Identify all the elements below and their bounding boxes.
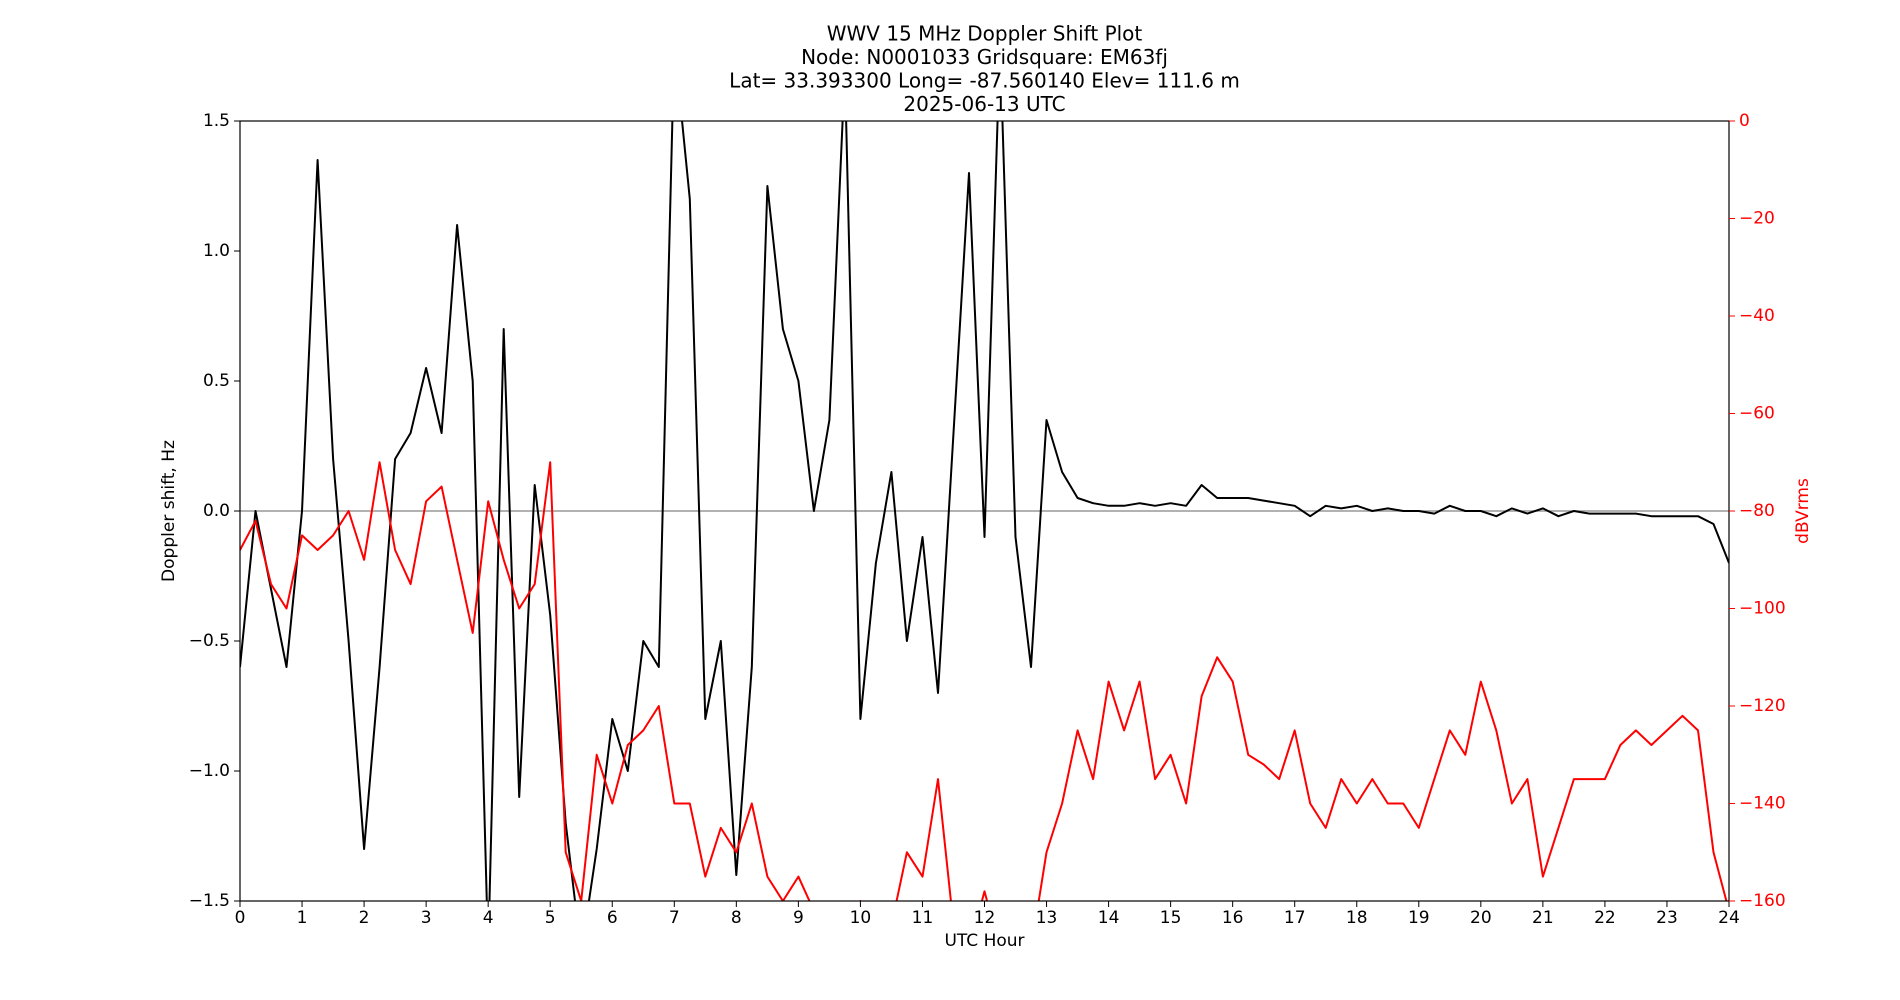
- y2-tick-label: −100: [1739, 599, 1786, 619]
- y2-tick-label: −80: [1739, 501, 1775, 521]
- chart-title: Lat= 33.393300 Long= -87.560140 Elev= 11…: [729, 69, 1240, 93]
- y2-tick-label: −40: [1739, 306, 1775, 326]
- x-tick-label: 17: [1284, 908, 1306, 928]
- y2-tick-label: −160: [1739, 891, 1786, 911]
- chart-title: WWV 15 MHz Doppler Shift Plot: [827, 22, 1143, 46]
- x-tick-label: 4: [483, 908, 494, 928]
- x-tick-label: 8: [731, 908, 742, 928]
- y-tick-label: 1.0: [203, 241, 230, 261]
- y-tick-label: 0.5: [203, 371, 230, 391]
- y2-axis-label: dBVrms: [1793, 478, 1813, 544]
- x-tick-label: 3: [421, 908, 432, 928]
- x-tick-label: 10: [850, 908, 872, 928]
- series-line: [240, 121, 1729, 901]
- y2-tick-label: −20: [1739, 209, 1775, 229]
- x-tick-label: 5: [545, 908, 556, 928]
- chart-title: Node: N0001033 Gridsquare: EM63fj: [801, 45, 1168, 69]
- y2-tick-label: −60: [1739, 404, 1775, 424]
- x-tick-label: 21: [1532, 908, 1554, 928]
- y-tick-label: 1.5: [203, 111, 230, 131]
- x-tick-label: 23: [1656, 908, 1678, 928]
- x-axis-label: UTC Hour: [944, 931, 1024, 951]
- x-tick-label: 11: [912, 908, 934, 928]
- y-axis-label: Doppler shift, Hz: [159, 440, 179, 582]
- x-tick-label: 15: [1160, 908, 1182, 928]
- x-tick-label: 22: [1594, 908, 1616, 928]
- y-tick-label: 0.0: [203, 501, 230, 521]
- chart-title: 2025-06-13 UTC: [903, 92, 1065, 116]
- x-tick-label: 16: [1222, 908, 1244, 928]
- x-tick-label: 0: [235, 908, 246, 928]
- x-tick-label: 1: [297, 908, 308, 928]
- x-tick-label: 24: [1718, 908, 1740, 928]
- series-line: [240, 461, 1728, 901]
- x-tick-label: 14: [1098, 908, 1120, 928]
- x-tick-label: 6: [607, 908, 618, 928]
- y2-tick-label: −120: [1739, 696, 1786, 716]
- x-tick-label: 12: [974, 908, 996, 928]
- x-tick-label: 13: [1036, 908, 1058, 928]
- y-tick-label: −1.0: [189, 761, 230, 781]
- y2-tick-label: 0: [1739, 111, 1750, 131]
- x-tick-label: 20: [1470, 908, 1492, 928]
- x-tick-label: 9: [793, 908, 804, 928]
- plot-lines: [240, 121, 1729, 901]
- x-tick-label: 19: [1408, 908, 1430, 928]
- x-tick-label: 7: [669, 908, 680, 928]
- y2-tick-label: −140: [1739, 794, 1786, 814]
- y-tick-label: −1.5: [189, 891, 230, 911]
- y-tick-label: −0.5: [189, 631, 230, 651]
- x-tick-label: 18: [1346, 908, 1368, 928]
- x-tick-label: 2: [359, 908, 370, 928]
